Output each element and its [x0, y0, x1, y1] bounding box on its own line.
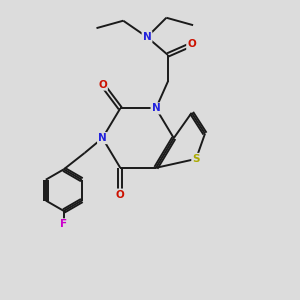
Text: O: O	[98, 80, 107, 90]
Text: O: O	[187, 40, 196, 50]
Text: F: F	[60, 219, 68, 229]
Text: S: S	[192, 154, 200, 164]
Text: O: O	[116, 190, 125, 200]
Text: N: N	[143, 32, 152, 42]
Text: N: N	[152, 103, 160, 113]
Text: N: N	[98, 133, 107, 143]
